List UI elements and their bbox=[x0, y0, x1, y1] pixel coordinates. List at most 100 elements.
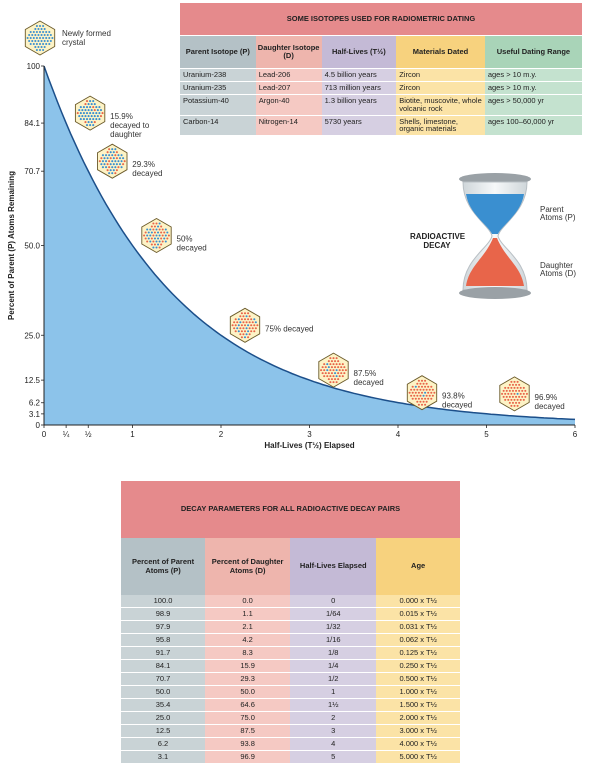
chart-ticks: 0 ¼ ½ 1 2 3 4 5 6 0 3.1 6.2 12.5 25.0 50.0 70.7 84.1 100 bbox=[24, 62, 577, 439]
chart-annotations: Newly formed crystal 15.9% decayed to daught… bbox=[62, 29, 565, 411]
iso-header-halflife: Half-Lives (T½) bbox=[321, 35, 397, 69]
hourglass-bottom-cap bbox=[459, 287, 531, 299]
decay-cell: 1 bbox=[290, 685, 377, 699]
annotation-line: decayed bbox=[132, 169, 162, 178]
decay-cell: 100.0 bbox=[121, 595, 206, 608]
table-row: 3.1 96.9 5 5.000 x T½ bbox=[121, 750, 460, 764]
annotation-label: 29.3% decayed bbox=[132, 160, 162, 178]
decay-cell: 3.1 bbox=[121, 750, 206, 764]
decay-cell: 70.7 bbox=[121, 672, 206, 686]
table-row: 6.2 93.8 4 4.000 x T½ bbox=[121, 737, 460, 751]
iso-cell: Zircon bbox=[396, 68, 485, 82]
table-row: 50.0 50.0 1 1.000 x T½ bbox=[121, 685, 460, 699]
y-tick-label: 100 bbox=[27, 62, 41, 71]
decay-cell: 2 bbox=[290, 711, 377, 725]
decay-cell: 5.000 x T½ bbox=[376, 750, 460, 764]
decay-cell: 0 bbox=[290, 595, 377, 608]
decay-curve-line bbox=[43, 65, 576, 421]
y-tick-label: 6.2 bbox=[29, 399, 41, 408]
y-axis-label: Percent of Parent (P) Atoms Remaining bbox=[7, 171, 16, 320]
table-row: 70.7 29.3 1/2 0.500 x T½ bbox=[121, 672, 460, 686]
annotation-line: 50% bbox=[177, 235, 193, 244]
decay-cell: 0.062 x T½ bbox=[376, 633, 460, 647]
hourglass-parent-sand bbox=[466, 194, 524, 234]
decay-cell: 1/64 bbox=[290, 607, 377, 621]
decay-cell: 35.4 bbox=[121, 698, 206, 712]
table-row: 100.0 0.0 0 0.000 x T½ bbox=[121, 595, 460, 608]
x-tick-label: 6 bbox=[573, 430, 578, 439]
decay-cell: 1/32 bbox=[290, 620, 377, 634]
table-row: 97.9 2.1 1/32 0.031 x T½ bbox=[121, 620, 460, 634]
decay-cell: 0.031 x T½ bbox=[376, 620, 460, 634]
decay-header-daughter: Percent of Daughter Atoms (D) bbox=[205, 538, 291, 595]
crystal-icon bbox=[229, 307, 261, 343]
iso-cell: ages > 10 m.y. bbox=[484, 81, 582, 95]
iso-cell: ages 100–60,000 yr bbox=[484, 115, 582, 137]
crystal-icon bbox=[499, 376, 530, 412]
annotation-label: 93.8% decayed bbox=[442, 392, 472, 410]
crystal-icons bbox=[24, 20, 530, 412]
decay-cell: 97.9 bbox=[121, 620, 206, 634]
decay-cell: 6.2 bbox=[121, 737, 206, 751]
decay-cell: 50.0 bbox=[121, 685, 206, 699]
x-tick-label: ½ bbox=[85, 430, 92, 439]
decay-cell: 5 bbox=[290, 750, 377, 764]
iso-cell: Argon-40 bbox=[255, 94, 322, 116]
iso-cell: Shells, limestone, organic materials bbox=[396, 115, 485, 137]
annotation-label: 96.9% decayed bbox=[535, 393, 565, 411]
iso-header-parent: Parent Isotope (P) bbox=[180, 35, 256, 69]
iso-cell: Carbon-14 bbox=[180, 115, 256, 137]
decay-cell: 91.7 bbox=[121, 646, 206, 660]
table-row: Uranium-235 Lead-207 713 million years Z… bbox=[180, 81, 582, 95]
decay-cell: 15.9 bbox=[205, 659, 291, 673]
x-tick-label: 1 bbox=[130, 430, 135, 439]
y-tick-label: 12.5 bbox=[24, 376, 40, 385]
iso-cell: ages > 50,000 yr bbox=[484, 94, 582, 116]
annotation-line: decayed bbox=[177, 244, 207, 253]
decay-cell: 93.8 bbox=[205, 737, 291, 751]
annotation-line: decayed bbox=[354, 378, 384, 387]
iso-cell: Zircon bbox=[396, 81, 485, 95]
annotation-label: 50% decayed bbox=[177, 235, 207, 253]
crystal-icon bbox=[74, 95, 106, 131]
decay-cell: 1/16 bbox=[290, 633, 377, 647]
annotation-line: decayed to bbox=[110, 121, 150, 130]
iso-cell: 713 million years bbox=[321, 81, 397, 95]
annotation-line: decayed bbox=[535, 402, 565, 411]
iso-cell: Uranium-235 bbox=[180, 81, 256, 95]
x-tick-label: 3 bbox=[307, 430, 312, 439]
annotation-line: 75% decayed bbox=[265, 324, 313, 333]
decay-cell: 50.0 bbox=[205, 685, 291, 699]
annotation-label: 75% decayed bbox=[265, 324, 313, 333]
decay-cell: 0.0 bbox=[205, 595, 291, 608]
iso-header-range: Useful Dating Range bbox=[484, 35, 582, 69]
iso-cell: 1.3 billion years bbox=[321, 94, 397, 116]
crystal-icon bbox=[141, 217, 172, 254]
iso-cell: Lead-206 bbox=[255, 68, 322, 82]
decay-cell: 3.000 x T½ bbox=[376, 724, 460, 738]
hourglass-illustration bbox=[459, 173, 531, 299]
table-row: 95.8 4.2 1/16 0.062 x T½ bbox=[121, 633, 460, 647]
decay-cell: 4 bbox=[290, 737, 377, 751]
x-tick-label: 4 bbox=[396, 430, 401, 439]
radioactive-decay-title: RADIOACTIVE DECAY bbox=[410, 232, 466, 250]
iso-cell: ages > 10 m.y. bbox=[484, 68, 582, 82]
table-row: 98.9 1.1 1/64 0.015 x T½ bbox=[121, 607, 460, 621]
daughter-atoms-label: Daughter Atoms (D) bbox=[540, 261, 576, 279]
decay-cell: 98.9 bbox=[121, 607, 206, 621]
x-tick-label: ¼ bbox=[63, 430, 70, 439]
table-row: 25.0 75.0 2 2.000 x T½ bbox=[121, 711, 460, 725]
y-tick-label: 84.1 bbox=[24, 119, 40, 128]
x-tick-label: 0 bbox=[42, 430, 47, 439]
table-row: Uranium-238 Lead-206 4.5 billion years Z… bbox=[180, 68, 582, 82]
table-row: 84.1 15.9 1/4 0.250 x T½ bbox=[121, 659, 460, 673]
decay-cell: 3 bbox=[290, 724, 377, 738]
x-tick-label: 5 bbox=[484, 430, 489, 439]
decay-area-fill bbox=[44, 66, 575, 425]
decay-cell: 2.1 bbox=[205, 620, 291, 634]
annotation-label: Newly formed crystal bbox=[62, 29, 111, 47]
y-tick-label: 25.0 bbox=[24, 331, 40, 340]
decay-cell: 4.000 x T½ bbox=[376, 737, 460, 751]
annotation-line: 87.5% bbox=[354, 369, 377, 378]
annotation-line: 96.9% bbox=[535, 393, 558, 402]
